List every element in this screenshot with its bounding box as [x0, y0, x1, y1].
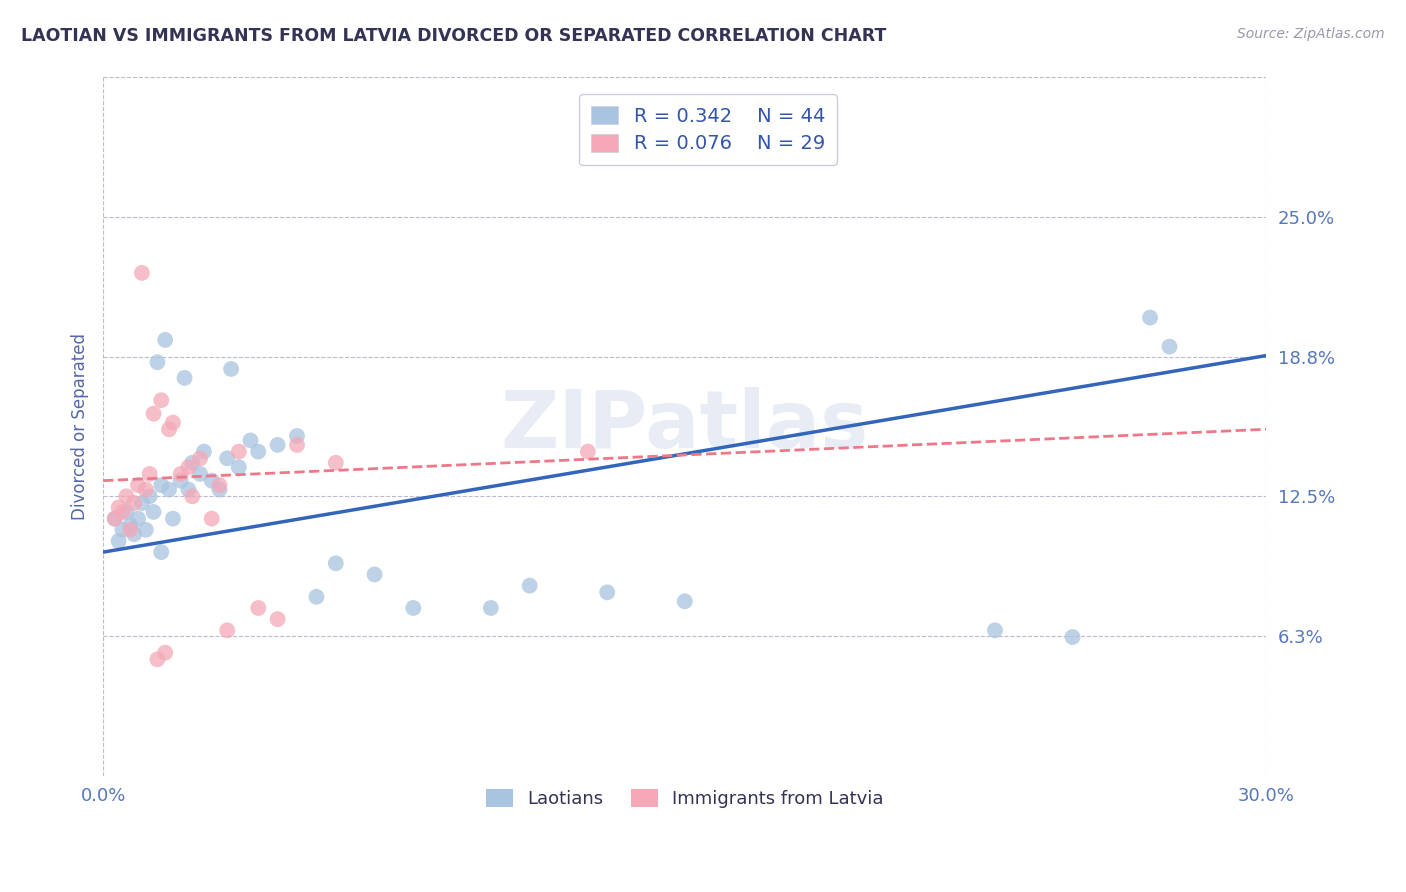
Point: [217, 451, 239, 466]
Point: [131, 496, 153, 510]
Point: [576, 444, 599, 458]
Point: [127, 511, 149, 525]
Point: [111, 523, 134, 537]
Point: [162, 416, 184, 430]
Point: [170, 474, 193, 488]
Point: [217, 624, 239, 638]
Point: [115, 505, 138, 519]
Point: [173, 371, 195, 385]
Point: [188, 467, 211, 481]
Text: LAOTIAN VS IMMIGRANTS FROM LATVIA DIVORCED OR SEPARATED CORRELATION CHART: LAOTIAN VS IMMIGRANTS FROM LATVIA DIVORC…: [21, 27, 886, 45]
Point: [596, 585, 619, 599]
Point: [150, 545, 173, 559]
Point: [107, 533, 129, 548]
Point: [150, 393, 173, 408]
Point: [479, 601, 502, 615]
Point: [157, 483, 180, 497]
Point: [247, 601, 270, 615]
Point: [153, 646, 176, 660]
Point: [120, 523, 142, 537]
Point: [153, 333, 176, 347]
Point: [162, 511, 184, 525]
Point: [170, 467, 193, 481]
Point: [177, 460, 200, 475]
Point: [138, 489, 160, 503]
Point: [142, 505, 165, 519]
Point: [266, 612, 288, 626]
Text: ZIPatlas: ZIPatlas: [501, 387, 869, 466]
Point: [285, 429, 308, 443]
Point: [150, 478, 173, 492]
Point: [402, 601, 425, 615]
Point: [1159, 340, 1181, 354]
Point: [519, 579, 541, 593]
Point: [142, 407, 165, 421]
Point: [181, 456, 204, 470]
Point: [247, 444, 270, 458]
Point: [122, 496, 145, 510]
Point: [138, 467, 160, 481]
Point: [1062, 630, 1084, 644]
Point: [131, 266, 153, 280]
Point: [266, 438, 288, 452]
Point: [984, 624, 1007, 638]
Point: [104, 511, 127, 525]
Point: [177, 483, 200, 497]
Point: [325, 456, 347, 470]
Point: [193, 444, 215, 458]
Legend: Laotians, Immigrants from Latvia: Laotians, Immigrants from Latvia: [478, 782, 891, 815]
Point: [228, 444, 250, 458]
Point: [219, 362, 242, 376]
Point: [285, 438, 308, 452]
Point: [157, 422, 180, 436]
Point: [201, 474, 224, 488]
Point: [363, 567, 385, 582]
Point: [201, 511, 224, 525]
Point: [208, 483, 231, 497]
Point: [673, 594, 696, 608]
Point: [107, 500, 129, 515]
Point: [111, 505, 134, 519]
Point: [228, 460, 250, 475]
Point: [127, 478, 149, 492]
Point: [146, 355, 169, 369]
Point: [325, 556, 347, 570]
Point: [122, 527, 145, 541]
Point: [208, 478, 231, 492]
Point: [305, 590, 328, 604]
Point: [135, 483, 157, 497]
Point: [115, 489, 138, 503]
Text: Source: ZipAtlas.com: Source: ZipAtlas.com: [1237, 27, 1385, 41]
Point: [239, 434, 262, 448]
Point: [104, 511, 127, 525]
Point: [120, 518, 142, 533]
Y-axis label: Divorced or Separated: Divorced or Separated: [72, 333, 89, 520]
Point: [146, 652, 169, 666]
Point: [1139, 310, 1161, 325]
Point: [181, 489, 204, 503]
Point: [135, 523, 157, 537]
Point: [188, 451, 211, 466]
